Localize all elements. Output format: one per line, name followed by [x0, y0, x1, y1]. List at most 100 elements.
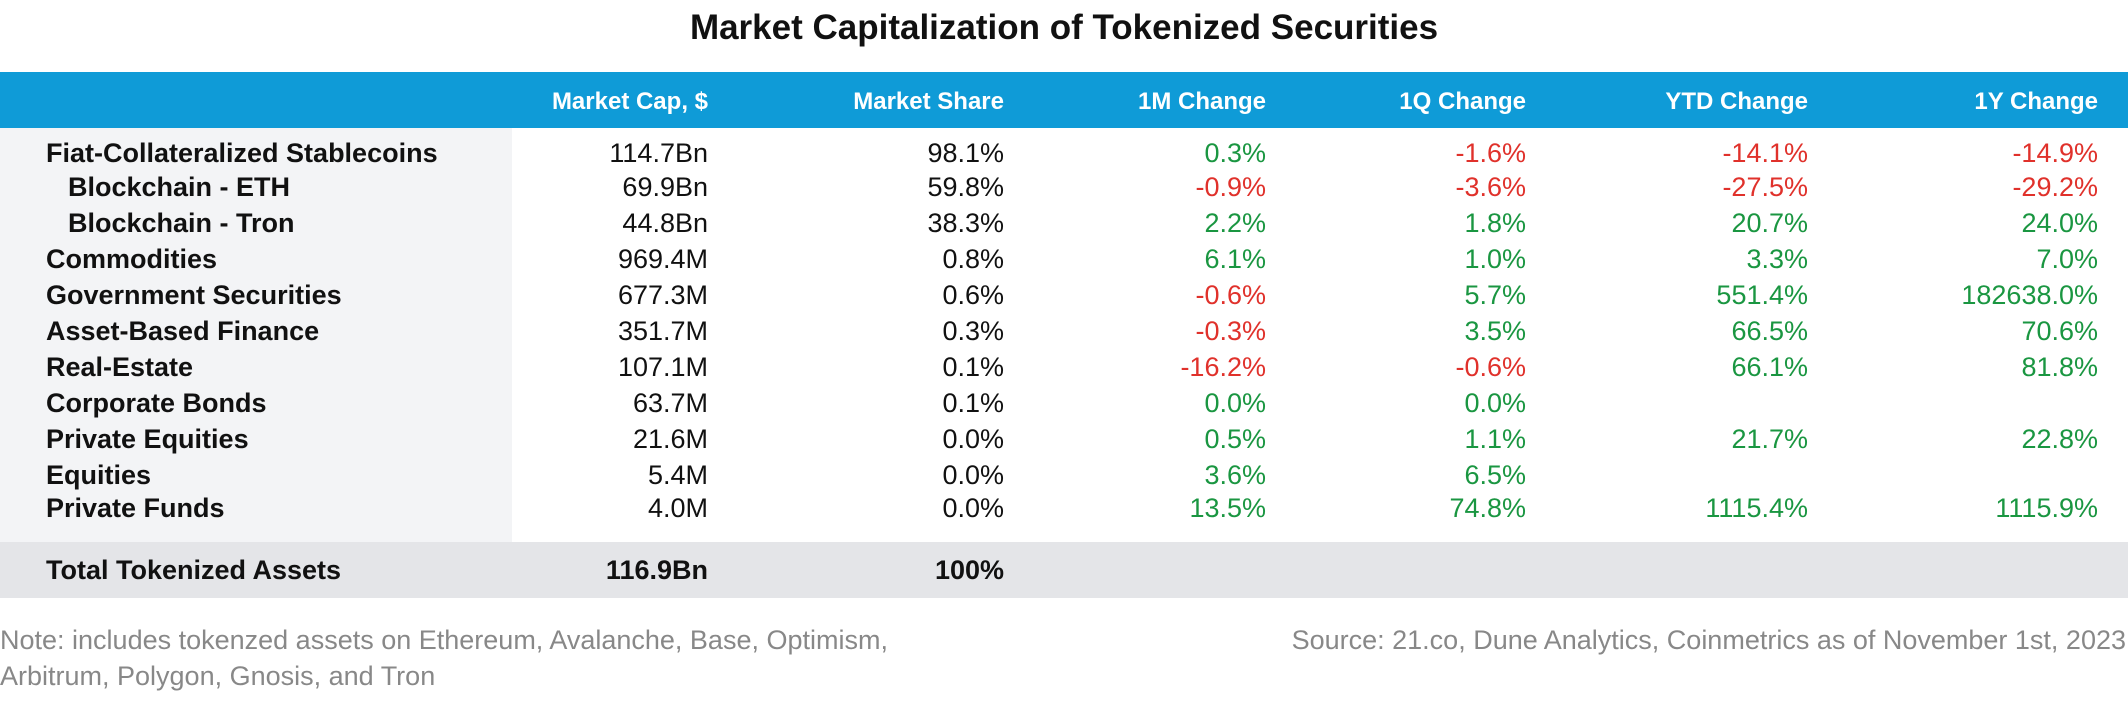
category-cell: Commodities [0, 241, 512, 277]
table-row: Equities 5.4M 0.0% 3.6% 6.5% [0, 457, 2128, 493]
1y-change-cell [1838, 457, 2128, 493]
table-row: Blockchain - ETH 69.9Bn 59.8% -0.9% -3.6% -27… [0, 169, 2128, 205]
table-row: Commodities 969.4M 0.8% 6.1% 1.0% 3.3% 7.0% [0, 241, 2128, 277]
1y-change-cell: -29.2% [2012, 171, 2098, 202]
1q-change-cell: 0.0% [1464, 387, 1526, 418]
1m-change-cell: 13.5% [1189, 493, 1266, 523]
table-row: Asset-Based Finance 351.7M 0.3% -0.3% 3.5% 66… [0, 313, 2128, 349]
market-share-cell: 100% [934, 554, 1004, 585]
column-header-1m-change: 1M Change [1137, 88, 1266, 115]
1q-change-cell: 6.5% [1464, 459, 1526, 490]
1y-change-cell: 22.8% [2021, 423, 2098, 454]
market-share-cell: 0.0% [942, 423, 1004, 454]
market-cap-cell: 114.7Bn [609, 138, 708, 168]
table-row: Real-Estate 107.1M 0.1% -16.2% -0.6% 66.1% 81.… [0, 349, 2128, 385]
1y-change-cell: 81.8% [2021, 351, 2098, 382]
table-row: Private Equities 21.6M 0.0% 0.5% 1.1% 21.7% 22… [0, 421, 2128, 457]
ytd-change-cell [1556, 542, 1838, 598]
1q-change-cell: -0.6% [1455, 351, 1526, 382]
category-cell: Blockchain - ETH [0, 169, 512, 205]
market-share-cell: 0.0% [942, 493, 1004, 523]
market-share-cell: 98.1% [927, 138, 1004, 168]
1y-change-cell: 182638.0% [1961, 279, 2098, 310]
column-header-market-share: Market Share [853, 88, 1004, 115]
1q-change-cell: 5.7% [1464, 279, 1526, 310]
market-share-cell: 0.0% [942, 459, 1004, 490]
market-share-cell: 0.1% [942, 351, 1004, 382]
market-cap-cell: 5.4M [647, 459, 708, 490]
1m-change-cell: 2.2% [1204, 207, 1266, 238]
1y-change-cell [1838, 385, 2128, 421]
1m-change-cell: -16.2% [1180, 351, 1266, 382]
market-cap-cell: 63.7M [632, 387, 708, 418]
1q-change-cell: -1.6% [1455, 138, 1526, 168]
category-cell: Private Equities [0, 421, 512, 457]
1m-change-cell: 3.6% [1204, 459, 1266, 490]
1q-change-cell: 3.5% [1464, 315, 1526, 346]
1m-change-cell: 0.3% [1204, 138, 1266, 168]
market-cap-cell: 21.6M [632, 423, 708, 454]
1m-change-cell: 6.1% [1204, 243, 1266, 274]
category-cell: Asset-Based Finance [0, 313, 512, 349]
1q-change-cell: 1.8% [1464, 207, 1526, 238]
1y-change-cell: 7.0% [2036, 243, 2098, 274]
ytd-change-cell: 20.7% [1731, 207, 1808, 238]
ytd-change-cell: 21.7% [1731, 423, 1808, 454]
1y-change-cell: 1115.9% [1995, 493, 2098, 523]
market-share-cell: 0.6% [942, 279, 1004, 310]
ytd-change-cell: 1115.4% [1705, 493, 1808, 523]
table-row: Government Securities 677.3M 0.6% -0.6% 5.7%… [0, 277, 2128, 313]
column-header-category [0, 72, 512, 128]
column-header-market-cap: Market Cap, $ [551, 88, 708, 115]
column-header-1y-change: 1Y Change [1974, 88, 2098, 115]
table-row: Corporate Bonds 63.7M 0.1% 0.0% 0.0% [0, 385, 2128, 421]
market-cap-cell: 116.9Bn [605, 554, 708, 585]
1y-change-cell [1838, 542, 2128, 598]
market-share-cell: 0.8% [942, 243, 1004, 274]
total-row: Total Tokenized Assets 116.9Bn 100% [0, 542, 2128, 598]
ytd-change-cell: -14.1% [1722, 138, 1808, 168]
market-cap-cell: 107.1M [617, 351, 708, 382]
column-header-ytd-change: YTD Change [1665, 88, 1808, 115]
market-share-cell: 38.3% [927, 207, 1004, 238]
market-cap-cell: 44.8Bn [622, 207, 708, 238]
1q-change-cell: -3.6% [1455, 171, 1526, 202]
1m-change-cell: 0.0% [1204, 387, 1266, 418]
column-header-1q-change: 1Q Change [1399, 88, 1526, 115]
ytd-change-cell [1556, 457, 1838, 493]
chart-title: Market Capitalization of Tokenized Secur… [689, 8, 1439, 47]
category-cell: Government Securities [0, 277, 512, 313]
market-share-cell: 0.1% [942, 387, 1004, 418]
table-header-row: Market Cap, $ Market Share 1M Change 1Q … [0, 72, 2128, 128]
category-cell: Fiat-Collateralized Stablecoins [0, 128, 512, 169]
ytd-change-cell: 3.3% [1746, 243, 1808, 274]
1m-change-cell: -0.6% [1195, 279, 1266, 310]
table-body: Fiat-Collateralized Stablecoins 114.7Bn 98… [0, 128, 2128, 598]
market-cap-cell: 69.9Bn [622, 171, 708, 202]
ytd-change-cell: -27.5% [1722, 171, 1808, 202]
market-cap-cell: 969.4M [617, 243, 708, 274]
1y-change-cell: 70.6% [2021, 315, 2098, 346]
table-row: Fiat-Collateralized Stablecoins 114.7Bn 98… [0, 128, 2128, 169]
category-cell: Blockchain - Tron [0, 205, 512, 241]
market-cap-cell: 677.3M [617, 279, 708, 310]
market-cap-cell: 4.0M [647, 493, 708, 523]
1m-change-cell: 0.5% [1204, 423, 1266, 454]
ytd-change-cell: 551.4% [1716, 279, 1808, 310]
market-share-cell: 0.3% [942, 315, 1004, 346]
1q-change-cell: 74.8% [1449, 493, 1526, 523]
ytd-change-cell: 66.1% [1731, 351, 1808, 382]
category-cell: Corporate Bonds [0, 385, 512, 421]
category-cell: Real-Estate [0, 349, 512, 385]
category-cell: Equities [0, 457, 512, 493]
footnote-source: Source: 21.co, Dune Analytics, Coinmetri… [1291, 625, 2126, 655]
1q-change-cell: 1.1% [1464, 423, 1526, 454]
1m-change-cell: -0.3% [1195, 315, 1266, 346]
1q-change-cell: 1.0% [1464, 243, 1526, 274]
1y-change-cell: -14.9% [2012, 138, 2098, 168]
ytd-change-cell: 66.5% [1731, 315, 1808, 346]
market-cap-cell: 351.7M [617, 315, 708, 346]
table-row: Private Funds 4.0M 0.0% 13.5% 74.8% 1115.4% 11… [0, 493, 2128, 542]
table-row: Blockchain - Tron 44.8Bn 38.3% 2.2% 1.8% 20.7… [0, 205, 2128, 241]
footnote-note: Note: includes tokenzed assets on Ethere… [0, 625, 888, 691]
